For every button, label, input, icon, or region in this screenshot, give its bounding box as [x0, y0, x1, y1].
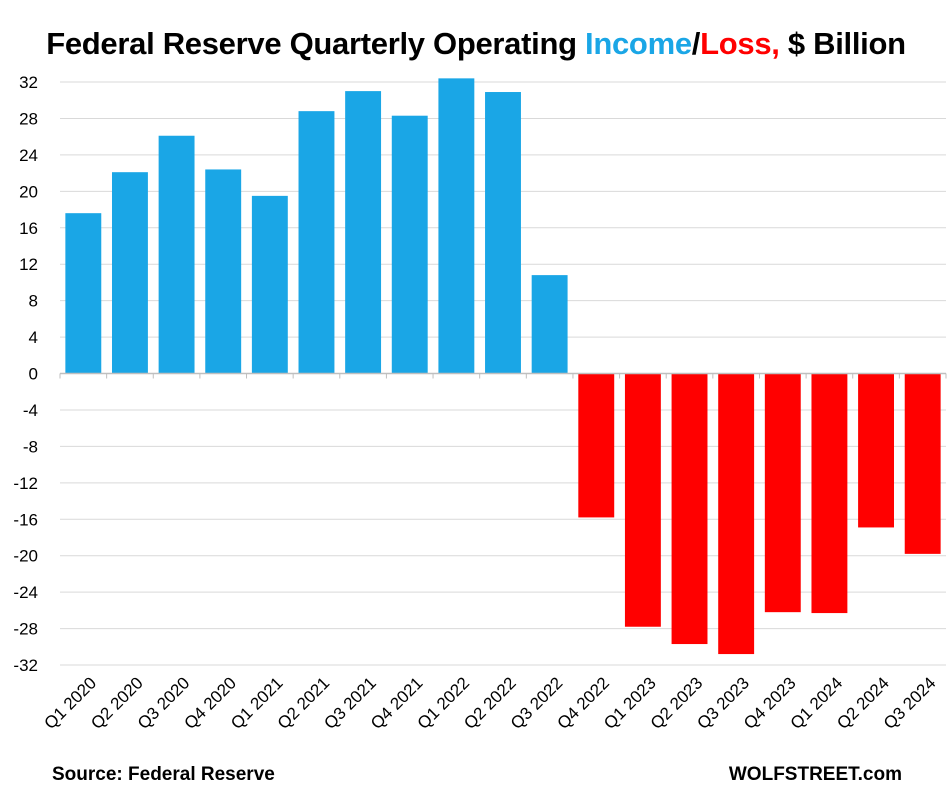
- bar: [438, 78, 475, 374]
- y-axis-ticks: 32 28 24 20 16 12 8 4 0 -4 -8 -12 -16 -20 -24 -28 -32: [13, 73, 38, 675]
- title-slash: /: [691, 26, 701, 61]
- y-tick-label: -24: [13, 583, 38, 602]
- bar: [298, 111, 335, 374]
- y-tick-label: 0: [29, 365, 38, 384]
- bars: [65, 78, 941, 655]
- title-prefix: Federal Reserve Quarterly Operating: [46, 26, 586, 61]
- y-tick-label: 32: [19, 73, 38, 92]
- bar: [158, 135, 195, 374]
- bar: [578, 373, 615, 518]
- title-income: Income: [585, 26, 692, 61]
- y-tick-label: 24: [19, 146, 38, 165]
- source-note: Source: Federal Reserve: [52, 764, 275, 785]
- y-tick-label: -4: [23, 401, 38, 420]
- y-tick-label: 16: [19, 219, 38, 238]
- y-tick-label: 12: [19, 255, 38, 274]
- bar: [718, 373, 755, 655]
- title-suffix: $ Billion: [779, 26, 906, 61]
- title-loss: Loss,: [700, 26, 780, 61]
- bar: [904, 373, 941, 554]
- zero-axis: [59, 372, 947, 379]
- bar: [671, 373, 708, 645]
- y-tick-label: -12: [13, 474, 38, 493]
- bar: [111, 172, 148, 374]
- bar: [811, 373, 848, 614]
- bar: [624, 373, 661, 627]
- y-tick-label: -8: [23, 437, 38, 456]
- y-tick-label: 8: [29, 292, 38, 311]
- bar: [345, 91, 382, 374]
- bar: [531, 275, 568, 374]
- bar: [251, 195, 288, 374]
- bar: [391, 115, 428, 374]
- y-tick-label: -32: [13, 656, 38, 675]
- y-tick-label: -28: [13, 620, 38, 639]
- x-tick-label: Q3 2024: [880, 673, 940, 733]
- y-tick-label: 20: [19, 182, 38, 201]
- bar: [65, 213, 102, 374]
- bar: [858, 373, 895, 528]
- chart-title: Federal Reserve Quarterly Operating Inco…: [0, 26, 952, 62]
- y-tick-label: -20: [13, 547, 38, 566]
- bar: [205, 169, 242, 374]
- brand-label: WOLFSTREET.com: [728, 764, 902, 785]
- y-tick-label: 4: [29, 328, 38, 347]
- bar: [485, 92, 521, 374]
- y-tick-label: 28: [19, 109, 38, 128]
- bar: [764, 373, 801, 613]
- y-tick-label: -16: [13, 510, 38, 529]
